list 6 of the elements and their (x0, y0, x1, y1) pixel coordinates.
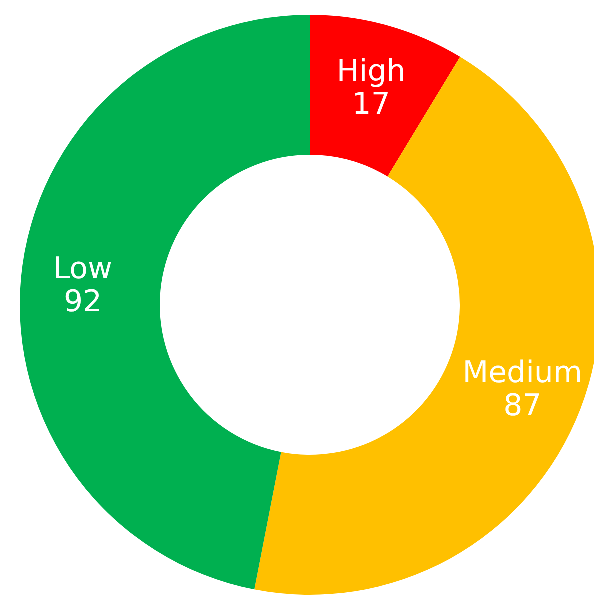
slice-label: High (336, 54, 406, 89)
data-label: 87 (504, 388, 542, 424)
slice-label: Medium (462, 356, 583, 391)
data-label: 17 (352, 86, 390, 122)
slice-label: Low (54, 252, 113, 287)
data-label: 92 (64, 284, 102, 320)
